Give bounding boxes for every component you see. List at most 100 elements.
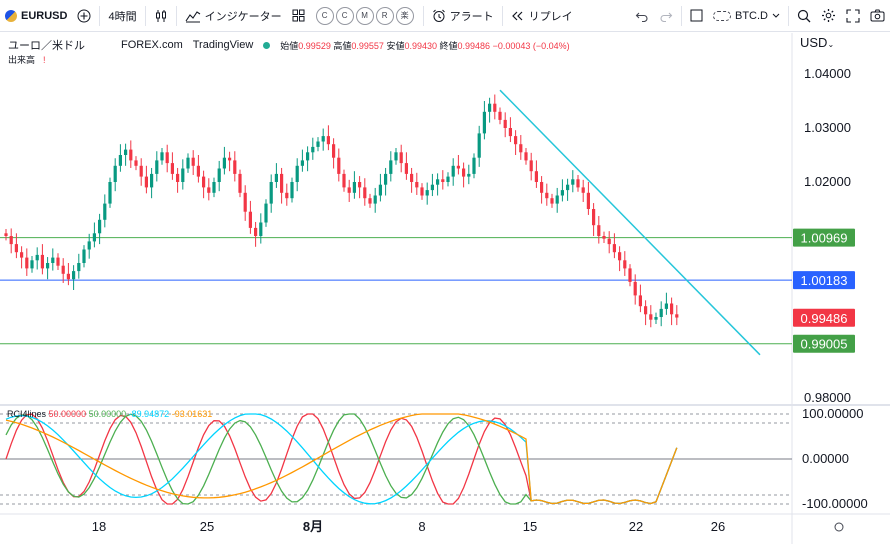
price-label-badge [793, 308, 855, 327]
candle-body [82, 249, 86, 263]
circle-button-m[interactable]: M [355, 6, 374, 25]
candle-body [113, 165, 117, 182]
candle-body [186, 157, 190, 169]
circle-button-c2[interactable]: C [335, 6, 354, 25]
legend-platform: TradingView [192, 39, 254, 51]
candle-body [290, 182, 294, 199]
replay-label: リプレイ [528, 10, 573, 23]
candle-body [415, 182, 419, 188]
candle-body [638, 295, 642, 307]
symbol-search[interactable]: EURUSD [0, 0, 72, 32]
candle-body [202, 176, 206, 188]
divider [175, 5, 177, 26]
undo-button[interactable] [630, 0, 654, 32]
rci-tick-label: 0.00000 [802, 451, 849, 466]
search-icon [797, 9, 811, 22]
candle-body [394, 152, 398, 161]
candle-body [581, 187, 585, 193]
candle-body [35, 254, 39, 261]
rci-line [5, 413, 678, 505]
gear-icon [834, 522, 844, 532]
rci-value-2: 50.00000 [88, 409, 127, 419]
candle-body [519, 144, 523, 153]
candle-body [404, 163, 408, 174]
candle-body [326, 136, 330, 145]
currency-label: USD [800, 35, 828, 50]
candle-body [399, 152, 403, 164]
candle-body [628, 268, 632, 282]
fullscreen-button[interactable] [841, 0, 865, 32]
candle-body [503, 119, 507, 128]
candle-body [20, 252, 24, 258]
candle-body [155, 160, 159, 174]
alert-button[interactable]: アラート [427, 0, 499, 32]
open-value: 0.99529 [298, 40, 331, 51]
candle-body [337, 157, 341, 174]
candle-body [586, 192, 590, 209]
interval-button[interactable]: 4時間 [103, 0, 141, 32]
rci-value-3: -89.94872 [128, 409, 170, 419]
plus-circle-icon [77, 9, 91, 22]
cloud-icon [713, 10, 731, 21]
screenshot-button[interactable] [865, 0, 890, 32]
candle-body [56, 257, 60, 266]
candle-body [176, 173, 180, 182]
trend-line [499, 89, 761, 356]
candle-body [560, 190, 564, 196]
rci-legend: RCI4lines 50.00000 50.00000 -89.94872 -9… [7, 409, 212, 419]
settings-button[interactable] [816, 0, 841, 32]
time-tick-label: 8 [418, 519, 425, 534]
price-tick-label: 1.04000 [804, 66, 851, 81]
redo-button[interactable] [654, 0, 678, 32]
candle-body [181, 168, 185, 182]
time-axis-settings-button[interactable] [834, 522, 844, 532]
replay-button[interactable]: リプレイ [506, 0, 578, 32]
templates-button[interactable] [287, 0, 310, 32]
candle-body [597, 225, 601, 236]
circle-button-r[interactable]: R [375, 6, 394, 25]
warning-icon[interactable]: ! [43, 54, 46, 65]
indicators-button[interactable]: インジケーター [180, 0, 287, 32]
candle-body [160, 152, 164, 161]
compare-symbol[interactable]: BTC.D [708, 0, 785, 32]
candle-body [493, 103, 497, 112]
candle-body [477, 133, 481, 158]
candle-body [550, 198, 554, 204]
symbol-name: EURUSD [21, 9, 68, 22]
price-label-text: 1.00969 [801, 231, 848, 246]
candle-body [576, 179, 580, 188]
add-symbol-button[interactable] [72, 0, 96, 32]
time-tick-label: 15 [523, 519, 537, 534]
candle-body [441, 179, 445, 182]
gear-icon [822, 9, 835, 22]
indicators-icon [185, 10, 200, 22]
circle-button-raku[interactable]: 楽 [395, 6, 414, 25]
candle-body [170, 163, 174, 174]
volume-legend: 出来高 ! [8, 53, 46, 66]
search-button[interactable] [792, 0, 816, 32]
currency-selector[interactable]: USD⌄ [800, 35, 834, 50]
candle-body [675, 314, 679, 318]
alert-label: アラート [449, 10, 494, 23]
layout-button[interactable] [685, 0, 708, 32]
candle-body [316, 141, 320, 147]
price-tick-label: 1.02000 [804, 174, 851, 189]
candle-body [248, 211, 252, 228]
chart-type-button[interactable] [149, 0, 173, 32]
candle-body [618, 252, 622, 261]
market-status-dot[interactable] [263, 41, 271, 49]
candle-body [87, 241, 91, 250]
candle-body [670, 303, 674, 315]
candle-body [410, 173, 414, 182]
legend-source: FOREX.com [121, 39, 183, 51]
divider [681, 5, 682, 26]
circle-button-c1[interactable]: C [315, 6, 334, 25]
candle-body [467, 173, 471, 177]
candle-body [623, 260, 627, 269]
redo-icon [660, 12, 673, 22]
candle-body [508, 128, 512, 137]
candle-body [514, 136, 518, 145]
candle-body [524, 152, 528, 161]
candle-body [280, 173, 284, 193]
